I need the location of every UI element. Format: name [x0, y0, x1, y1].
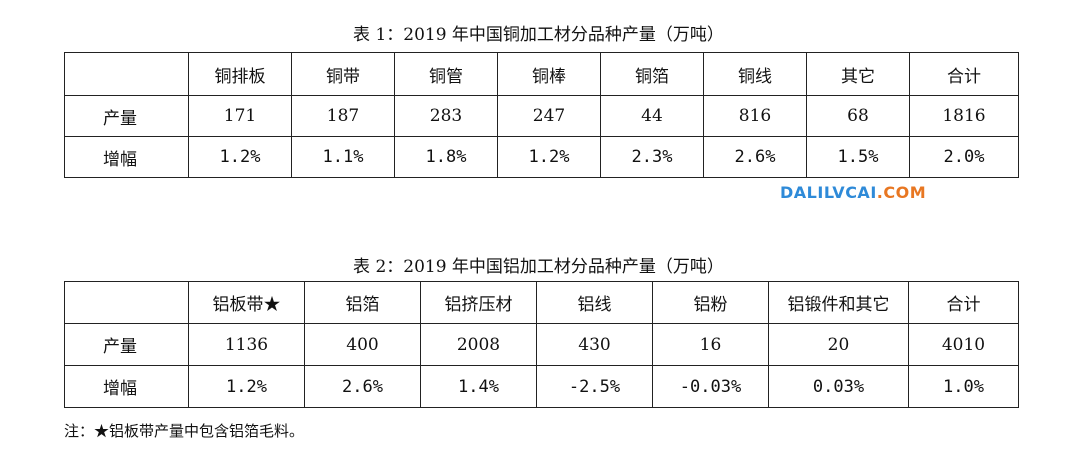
header-cell: 铜线: [703, 52, 807, 96]
table-cell: 1.2%: [188, 136, 292, 178]
table-cell: 430: [536, 323, 653, 366]
table-cell: 4010: [908, 323, 1019, 366]
table-row: 增幅 1.2% 1.1% 1.8% 1.2% 2.3% 2.6% 1.5% 2.…: [64, 136, 1019, 178]
table-cell: 1.4%: [420, 365, 537, 408]
header-cell: 铝锻件和其它: [768, 281, 909, 324]
header-cell: 铝线: [536, 281, 653, 324]
header-cell: 其它: [806, 52, 910, 96]
header-cell: 铜带: [291, 52, 395, 96]
table-cell: 20: [768, 323, 909, 366]
header-cell: 铜箔: [600, 52, 704, 96]
header-cell: 铝挤压材: [420, 281, 537, 324]
table-header-row: 铜排板 铜带 铜管 铜棒 铜箔 铜线 其它 合计: [64, 52, 1019, 96]
table-cell: 1.0%: [908, 365, 1019, 408]
table-cell: -2.5%: [536, 365, 653, 408]
table-cell: 2.3%: [600, 136, 704, 178]
table1-caption: 表 1：2019 年中国铜加工材分品种产量（万吨）: [353, 25, 724, 45]
header-cell: [64, 281, 189, 324]
table-cell: 283: [394, 95, 498, 137]
site-watermark: DALILVCAI.COM: [780, 183, 926, 202]
watermark-name: DALILVCAI: [780, 183, 877, 202]
header-cell: 铜排板: [188, 52, 292, 96]
header-cell: 铝板带★: [188, 281, 305, 324]
table-cell: 16: [652, 323, 769, 366]
row-label: 增幅: [64, 365, 189, 408]
table-cell: -0.03%: [652, 365, 769, 408]
table-cell: 171: [188, 95, 292, 137]
header-cell: 合计: [909, 52, 1019, 96]
table-cell: 2008: [420, 323, 537, 366]
table-cell: 44: [600, 95, 704, 137]
watermark-suffix: .COM: [876, 183, 927, 202]
aluminum-production-table: 铝板带★ 铝箔 铝挤压材 铝线 铝粉 铝锻件和其它 合计 产量 1136 400…: [64, 281, 1019, 408]
table-cell: 187: [291, 95, 395, 137]
table-cell: 1136: [188, 323, 305, 366]
table-cell: 1.1%: [291, 136, 395, 178]
header-cell: 铜管: [394, 52, 498, 96]
table-header-row: 铝板带★ 铝箔 铝挤压材 铝线 铝粉 铝锻件和其它 合计: [64, 281, 1019, 324]
header-cell: [64, 52, 189, 96]
table-cell: 1.2%: [497, 136, 601, 178]
footnote: 注：★铝板带产量中包含铝箔毛料。: [64, 422, 305, 440]
row-label: 增幅: [64, 136, 189, 178]
table-row: 产量 1136 400 2008 430 16 20 4010: [64, 323, 1019, 366]
table-cell: 816: [703, 95, 807, 137]
table-cell: 68: [806, 95, 910, 137]
copper-production-table: 铜排板 铜带 铜管 铜棒 铜箔 铜线 其它 合计 产量 171 187 283 …: [64, 52, 1019, 178]
row-label: 产量: [64, 323, 189, 366]
row-label: 产量: [64, 95, 189, 137]
table-row: 增幅 1.2% 2.6% 1.4% -2.5% -0.03% 0.03% 1.0…: [64, 365, 1019, 408]
table-row: 产量 171 187 283 247 44 816 68 1816: [64, 95, 1019, 137]
header-cell: 合计: [908, 281, 1019, 324]
table-cell: 1816: [909, 95, 1019, 137]
table-cell: 1.5%: [806, 136, 910, 178]
table-cell: 2.0%: [909, 136, 1019, 178]
table2-caption: 表 2：2019 年中国铝加工材分品种产量（万吨）: [353, 257, 724, 277]
table-cell: 0.03%: [768, 365, 909, 408]
header-cell: 铝粉: [652, 281, 769, 324]
table-cell: 400: [304, 323, 421, 366]
table-cell: 247: [497, 95, 601, 137]
header-cell: 铝箔: [304, 281, 421, 324]
table-cell: 2.6%: [703, 136, 807, 178]
header-cell: 铜棒: [497, 52, 601, 96]
table-cell: 2.6%: [304, 365, 421, 408]
table-cell: 1.2%: [188, 365, 305, 408]
table-cell: 1.8%: [394, 136, 498, 178]
